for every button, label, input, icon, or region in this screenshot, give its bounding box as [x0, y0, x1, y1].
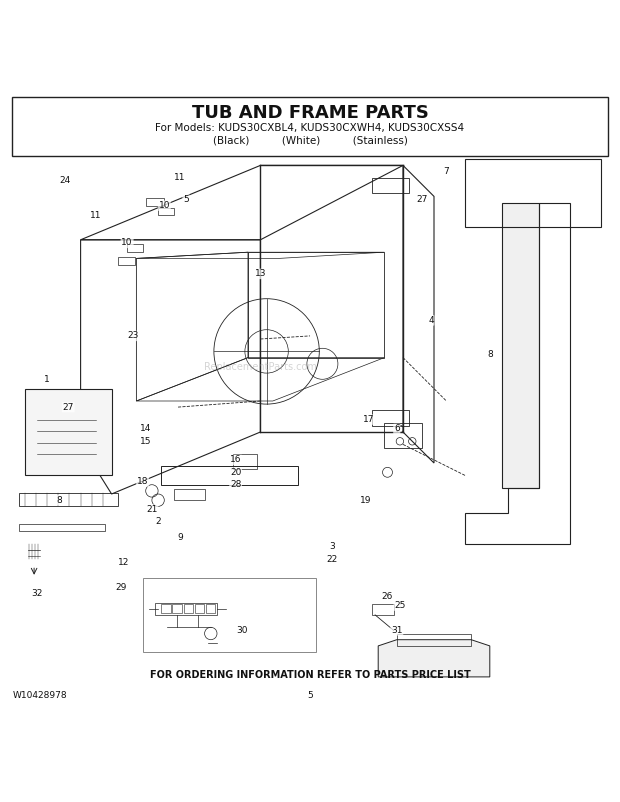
Text: 8: 8 — [56, 496, 62, 504]
Bar — [172, 605, 182, 613]
Text: 12: 12 — [118, 557, 130, 567]
Text: 13: 13 — [255, 269, 266, 278]
Text: 19: 19 — [360, 496, 371, 504]
Text: 27: 27 — [416, 195, 427, 204]
Bar — [143, 577, 316, 652]
Bar — [158, 208, 174, 215]
Text: 5: 5 — [307, 691, 313, 700]
Text: W10428978: W10428978 — [12, 691, 67, 700]
Polygon shape — [378, 640, 490, 677]
Bar — [161, 466, 298, 484]
Text: 22: 22 — [326, 555, 337, 564]
Bar — [465, 160, 601, 228]
Bar — [372, 178, 409, 193]
Bar — [195, 605, 204, 613]
Text: 7: 7 — [443, 167, 449, 176]
Text: 17: 17 — [363, 415, 374, 424]
Bar — [206, 605, 215, 613]
Text: For Models: KUDS30CXBL4, KUDS30CXWH4, KUDS30CXSS4: For Models: KUDS30CXBL4, KUDS30CXWH4, KU… — [156, 124, 464, 133]
Bar — [19, 492, 118, 506]
Text: TUB AND FRAME PARTS: TUB AND FRAME PARTS — [192, 103, 428, 122]
Text: 3: 3 — [329, 542, 335, 551]
Bar — [174, 489, 205, 500]
Bar — [146, 198, 164, 205]
Bar — [118, 257, 135, 265]
Text: 1: 1 — [43, 375, 50, 384]
Text: 27: 27 — [63, 403, 74, 411]
Bar — [372, 604, 394, 615]
Text: 28: 28 — [230, 480, 241, 489]
Text: 24: 24 — [60, 176, 71, 185]
Text: 32: 32 — [32, 589, 43, 597]
Text: 29: 29 — [115, 582, 126, 592]
Text: 2: 2 — [155, 517, 161, 526]
Text: 16: 16 — [230, 456, 241, 464]
Polygon shape — [502, 203, 539, 488]
Bar — [161, 605, 171, 613]
Text: 20: 20 — [230, 468, 241, 477]
Text: 21: 21 — [146, 505, 157, 514]
Text: 31: 31 — [391, 626, 402, 635]
Text: 5: 5 — [183, 195, 189, 204]
Text: FOR ORDERING INFORMATION REFER TO PARTS PRICE LIST: FOR ORDERING INFORMATION REFER TO PARTS … — [149, 670, 471, 680]
Text: 11: 11 — [174, 173, 185, 182]
Bar — [384, 423, 422, 448]
Text: 10: 10 — [122, 238, 133, 247]
Text: 30: 30 — [236, 626, 247, 635]
Bar — [184, 605, 193, 613]
Text: ReplacementParts.com: ReplacementParts.com — [204, 362, 317, 372]
Bar — [397, 634, 471, 646]
Text: 25: 25 — [394, 602, 405, 610]
Bar — [19, 524, 105, 531]
Polygon shape — [25, 389, 112, 476]
Text: (Black)          (White)          (Stainless): (Black) (White) (Stainless) — [213, 136, 407, 146]
Bar — [232, 454, 257, 469]
Text: 8: 8 — [487, 350, 493, 359]
Text: 9: 9 — [177, 533, 183, 542]
Bar — [127, 244, 143, 252]
Text: 26: 26 — [382, 592, 393, 601]
Text: 23: 23 — [128, 331, 139, 340]
Text: 14: 14 — [140, 424, 151, 433]
Text: 18: 18 — [137, 477, 148, 486]
Text: 4: 4 — [428, 316, 434, 325]
Text: 6: 6 — [394, 424, 400, 433]
Bar — [372, 411, 409, 426]
Text: 10: 10 — [159, 201, 170, 210]
Text: 15: 15 — [140, 437, 151, 446]
Bar — [12, 97, 608, 156]
Text: 11: 11 — [91, 210, 102, 220]
